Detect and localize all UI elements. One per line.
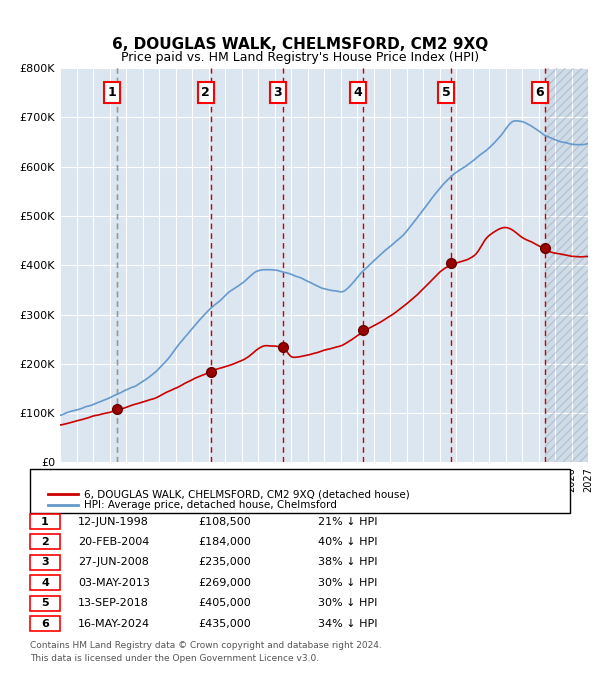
Text: 12-JUN-1998: 12-JUN-1998 [78, 517, 149, 526]
Bar [522, 68, 539, 462]
Text: £269,000: £269,000 [198, 578, 251, 588]
Bar [489, 68, 505, 462]
Bar [258, 68, 275, 462]
Bar [555, 68, 571, 462]
Text: 34% ↓ HPI: 34% ↓ HPI [318, 619, 377, 628]
Text: 5: 5 [41, 598, 49, 608]
Text: £108,500: £108,500 [198, 517, 251, 526]
Text: 3: 3 [41, 558, 49, 567]
Text: Contains HM Land Registry data © Crown copyright and database right 2024.
This d: Contains HM Land Registry data © Crown c… [30, 641, 382, 663]
Text: 4: 4 [41, 578, 49, 588]
Text: 6, DOUGLAS WALK, CHELMSFORD, CM2 9XQ (detached house): 6, DOUGLAS WALK, CHELMSFORD, CM2 9XQ (de… [84, 490, 410, 499]
Text: 30% ↓ HPI: 30% ↓ HPI [318, 598, 377, 608]
Text: 1: 1 [41, 517, 49, 526]
Text: 4: 4 [353, 86, 362, 99]
Bar [545, 68, 588, 462]
Text: 3: 3 [274, 86, 282, 99]
Text: 6, DOUGLAS WALK, CHELMSFORD, CM2 9XQ: 6, DOUGLAS WALK, CHELMSFORD, CM2 9XQ [112, 37, 488, 52]
Bar [225, 68, 241, 462]
Text: 16-MAY-2024: 16-MAY-2024 [78, 619, 150, 628]
Bar [159, 68, 176, 462]
Text: HPI: Average price, detached house, Chelmsford: HPI: Average price, detached house, Chel… [84, 500, 337, 510]
Bar [545, 68, 588, 462]
Text: 6: 6 [41, 619, 49, 628]
Bar [390, 68, 407, 462]
Text: 2: 2 [202, 86, 210, 99]
Text: 27-JUN-2008: 27-JUN-2008 [78, 558, 149, 567]
Bar [423, 68, 439, 462]
Bar [60, 68, 77, 462]
Text: 1: 1 [107, 86, 116, 99]
Text: 2: 2 [41, 537, 49, 547]
Text: 03-MAY-2013: 03-MAY-2013 [78, 578, 150, 588]
Bar [357, 68, 373, 462]
Text: 5: 5 [442, 86, 451, 99]
Text: 21% ↓ HPI: 21% ↓ HPI [318, 517, 377, 526]
Text: Price paid vs. HM Land Registry's House Price Index (HPI): Price paid vs. HM Land Registry's House … [121, 51, 479, 65]
Text: £235,000: £235,000 [198, 558, 251, 567]
Bar [192, 68, 209, 462]
Bar [324, 68, 341, 462]
Text: 20-FEB-2004: 20-FEB-2004 [78, 537, 149, 547]
Text: 13-SEP-2018: 13-SEP-2018 [78, 598, 149, 608]
Text: 6: 6 [535, 86, 544, 99]
Bar [126, 68, 143, 462]
Text: 30% ↓ HPI: 30% ↓ HPI [318, 578, 377, 588]
Bar [456, 68, 473, 462]
Text: 38% ↓ HPI: 38% ↓ HPI [318, 558, 377, 567]
Bar [291, 68, 308, 462]
Text: £405,000: £405,000 [198, 598, 251, 608]
Text: 40% ↓ HPI: 40% ↓ HPI [318, 537, 377, 547]
Bar [93, 68, 110, 462]
Text: £435,000: £435,000 [198, 619, 251, 628]
Text: £184,000: £184,000 [198, 537, 251, 547]
